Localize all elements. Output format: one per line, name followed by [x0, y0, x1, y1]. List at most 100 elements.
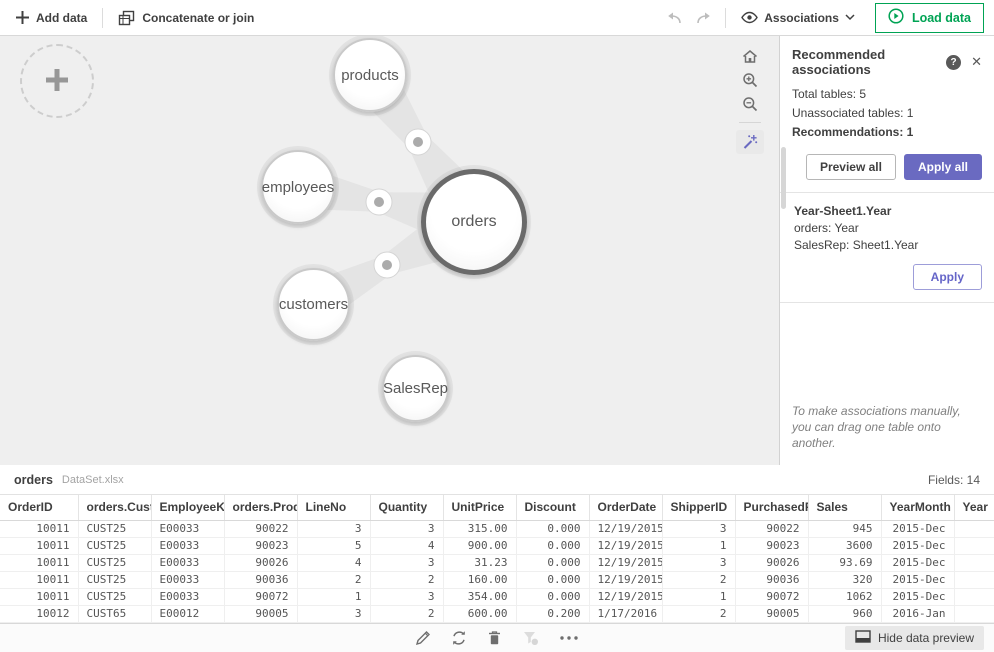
undo-button[interactable]	[660, 7, 689, 29]
column-header: orders.Prod...	[224, 495, 298, 521]
table-cell: 90036	[735, 571, 809, 589]
apply-recommendation-button[interactable]: Apply	[912, 264, 982, 290]
table-cell: E00033	[151, 537, 225, 555]
play-circle-icon	[888, 8, 904, 27]
junction-dot[interactable]	[373, 251, 401, 279]
table-cell: 90005	[224, 605, 298, 623]
recommendation-title: Year-Sheet1.Year	[794, 204, 892, 218]
table-bubble-employees[interactable]: employees	[261, 150, 335, 224]
zoom-in-button[interactable]	[737, 69, 763, 91]
table-cell: 2016-Jan	[881, 605, 955, 623]
table-cell: CUST25	[78, 537, 152, 555]
table-row: 10011 CUST25 E00033 90022 3 3 315.00 0.000 12/19…	[0, 520, 994, 538]
zoom-out-button[interactable]	[737, 93, 763, 115]
table-cell	[954, 588, 994, 606]
preview-table-name: orders	[14, 472, 53, 487]
table-bubble-salesrep[interactable]: SalesRep	[382, 355, 449, 422]
add-table-dropzone[interactable]	[20, 44, 94, 118]
chevron-down-icon	[845, 14, 855, 21]
table-cell: 600.00	[443, 605, 517, 623]
table-cell: E00033	[151, 554, 225, 572]
table-cell: 90023	[224, 537, 298, 555]
table-cell: CUST25	[78, 588, 152, 606]
table-cell: 315.00	[443, 520, 517, 538]
table-cell: 960	[808, 605, 882, 623]
bottom-toolbar: Hide data preview	[0, 623, 994, 652]
junction-dot[interactable]	[404, 128, 432, 156]
panel-scrollbar[interactable]	[781, 147, 786, 209]
recommendation-card[interactable]: Year-Sheet1.Year orders: Year SalesRep: …	[780, 193, 994, 303]
reload-table-button[interactable]	[448, 627, 470, 649]
table-cell: 1/17/2016	[589, 605, 663, 623]
more-options-button[interactable]	[556, 632, 582, 644]
hide-data-preview-label: Hide data preview	[877, 631, 974, 645]
table-cell: CUST25	[78, 571, 152, 589]
redo-icon	[697, 12, 711, 23]
column-header: EmployeeKey	[151, 495, 225, 521]
top-toolbar: Add data Concatenate or join	[0, 0, 994, 36]
recommendations-wand-button[interactable]	[736, 130, 764, 154]
filter-icon	[524, 632, 538, 645]
table-cell: CUST65	[78, 605, 152, 623]
close-panel-button[interactable]: ✕	[969, 55, 984, 70]
table-bubble-label: orders	[451, 213, 497, 230]
table-cell: 2	[662, 571, 736, 589]
table-cell: 320	[808, 571, 882, 589]
add-data-button[interactable]: Add data	[8, 7, 95, 29]
table-cell	[954, 520, 994, 538]
table-cell: 10011	[0, 554, 79, 572]
associations-canvas[interactable]: products employees orders customers Sale…	[0, 36, 779, 465]
table-cell: 354.00	[443, 588, 517, 606]
table-cell: 0.000	[516, 554, 590, 572]
table-bubble-products[interactable]: products	[333, 38, 407, 112]
home-button[interactable]	[737, 45, 763, 67]
zoom-in-icon	[743, 73, 758, 88]
column-header: Year	[954, 495, 994, 521]
table-cell: 10011	[0, 588, 79, 606]
column-header: UnitPrice	[443, 495, 517, 521]
help-button[interactable]: ?	[946, 54, 962, 70]
concatenate-or-join-button[interactable]: Concatenate or join	[110, 6, 262, 30]
table-bubble-customers[interactable]: customers	[277, 268, 350, 341]
canvas-toolbar-divider	[739, 122, 761, 123]
table-cell: 93.69	[808, 554, 882, 572]
table-cell: CUST25	[78, 520, 152, 538]
preview-all-button[interactable]: Preview all	[805, 154, 896, 180]
fields-count: Fields: 14	[927, 472, 980, 487]
table-bubble-orders[interactable]: orders	[421, 169, 527, 275]
redo-button[interactable]	[689, 7, 718, 29]
table-cell: 12/19/2015	[589, 571, 663, 589]
table-cell: 90022	[735, 520, 809, 538]
home-icon	[743, 49, 757, 63]
trash-icon	[489, 631, 500, 645]
filter-button[interactable]	[519, 627, 542, 649]
table-cell: 3	[370, 554, 444, 572]
junction-dot[interactable]	[365, 188, 393, 216]
hide-data-preview-button[interactable]: Hide data preview	[844, 626, 984, 650]
table-cell: E00012	[151, 605, 225, 623]
table-cell: 90023	[735, 537, 809, 555]
panel-actions: Preview all Apply all	[780, 142, 994, 192]
table-cell: 31.23	[443, 554, 517, 572]
table-row: 10011 CUST25 E00033 90036 2 2 160.00 0.000 12/19…	[0, 571, 994, 589]
table-cell: E00033	[151, 520, 225, 538]
associations-dropdown[interactable]: Associations	[733, 7, 863, 29]
column-header: OrderID	[0, 495, 79, 521]
table-cell: 4	[297, 554, 371, 572]
table-cell	[954, 554, 994, 572]
concatenate-label: Concatenate or join	[142, 10, 255, 25]
table-cell: 3	[370, 520, 444, 538]
canvas-toolbar	[735, 45, 765, 154]
load-data-button[interactable]: Load data	[874, 2, 984, 33]
table-cell: 900.00	[443, 537, 517, 555]
edit-table-button[interactable]	[412, 627, 434, 649]
table-cell: 90036	[224, 571, 298, 589]
apply-all-button[interactable]: Apply all	[903, 154, 982, 180]
table-cell: 10011	[0, 537, 79, 555]
help-icon: ?	[950, 56, 957, 68]
main-area: products employees orders customers Sale…	[0, 36, 994, 465]
table-cell: 3	[297, 520, 371, 538]
unassociated-tables-stat: Unassociated tables: 1	[792, 106, 914, 120]
delete-table-button[interactable]	[484, 627, 505, 649]
table-cell: 1	[662, 588, 736, 606]
